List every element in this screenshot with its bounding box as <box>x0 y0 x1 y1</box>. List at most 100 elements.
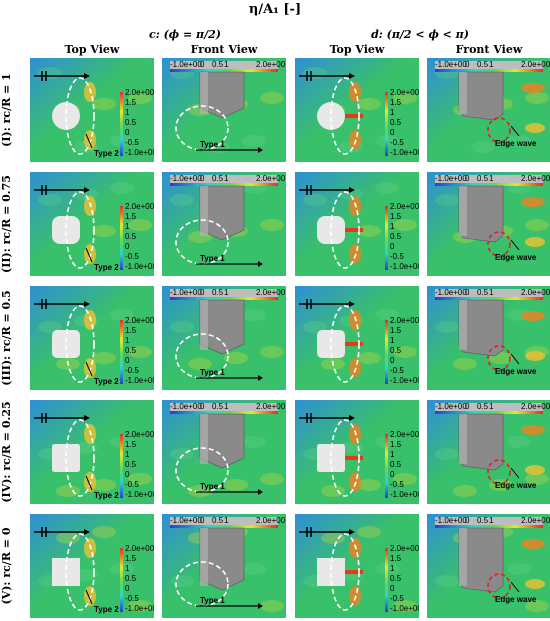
wave-patch <box>128 346 152 358</box>
colorbar-horizontal <box>435 411 543 414</box>
annotation-edge-wave: Edge wave <box>495 253 537 262</box>
colorbar-tick-label: 0 <box>390 242 395 251</box>
wave-patch <box>170 321 194 333</box>
wave-patch <box>38 194 62 206</box>
wave-hotspot <box>84 358 96 378</box>
wave-patch <box>92 526 116 538</box>
colorbar-tick-label: 0 <box>465 174 470 183</box>
colorbar-tick-label: 1 <box>390 336 395 345</box>
annotation-edge-wave: Edge wave <box>495 367 537 376</box>
colorbar-tick-label: 2.0e+00 <box>521 402 550 411</box>
colorbar-tick-label: 2.0e+00 <box>125 88 154 97</box>
wave-patch <box>224 352 248 364</box>
wave-patch <box>525 219 549 231</box>
annotation-type2: Type 2 <box>94 605 119 614</box>
colorbar-tick-label: -0.5 <box>390 252 404 261</box>
colorbar-tick-label: -1.0e+00 <box>390 604 419 613</box>
wave-hotspot <box>521 311 545 321</box>
colorbar-tick-label: 2.0e+00 <box>390 88 419 97</box>
wave-patch <box>303 194 327 206</box>
annotation-arrow <box>85 475 93 491</box>
colorbar-tick-label: 1 <box>489 402 494 411</box>
colorbar-horizontal-frame <box>170 289 278 297</box>
front-view-panel: -1.0e+00 0 0.5 1 2.0e+00 Edge wave <box>427 400 550 504</box>
dashed-highlight-ellipse <box>330 305 360 383</box>
arrow-head-icon <box>349 301 355 307</box>
colorbar-horizontal <box>170 69 278 72</box>
colorbar-tick-label: 2.0e+00 <box>125 544 154 553</box>
dashed-highlight-ellipse <box>65 419 95 497</box>
colorbar-horizontal-frame <box>170 61 278 69</box>
wave-hotspot <box>525 351 545 361</box>
colorbar-tick-label: -1.0e+00 <box>170 288 202 297</box>
cylinder-cross-section <box>52 216 80 244</box>
annotation-type1: Type 1 <box>200 482 225 491</box>
colorbar-tick-label: -0.5 <box>390 480 404 489</box>
colorbar-tick-label: 1 <box>125 222 130 231</box>
wave-patch <box>170 575 194 587</box>
dashed-edge-ellipse <box>487 231 511 257</box>
colorbar-vertical <box>385 548 388 612</box>
annotation-edge-wave: Edge wave <box>495 481 537 490</box>
top-view-panel: 2.0e+00 1.5 1 0.5 0 -0.5 -1.0e+00 <box>295 172 419 276</box>
wave-patch <box>435 321 459 333</box>
colorbar-tick-label: 1 <box>125 108 130 117</box>
arrow-head-icon <box>349 187 355 193</box>
colorbar-tick-label: 0.5 <box>477 402 489 411</box>
colorbar-tick-label: -0.5 <box>125 480 139 489</box>
annotation-type1: Type 1 <box>200 140 225 149</box>
colorbar-tick-label: 0.5 <box>125 346 137 355</box>
dashed-highlight-ellipse <box>175 105 229 151</box>
colorbar-vertical <box>120 548 123 612</box>
wave-patch <box>393 219 417 231</box>
dashed-highlight-ellipse <box>65 191 95 269</box>
colorbar-tick-label: -1.0e+00 <box>435 402 467 411</box>
front-view-panel: -1.0e+00 0 0.5 1 2.0e+00 Edge wave <box>427 514 550 618</box>
colorbar-tick-label: -0.5 <box>125 252 139 261</box>
row-label: (IV): rc/R = 0.25 <box>0 401 13 503</box>
colorbar-tick-label: 0 <box>390 584 395 593</box>
view-label-c-top: Top View <box>64 43 120 56</box>
front-view-panel: -1.0e+00 0 0.5 1 2.0e+00 Type 1 <box>162 172 286 276</box>
colorbar-tick-label: 2.0e+00 <box>521 288 550 297</box>
annotation-type2: Type 2 <box>94 263 119 272</box>
cylinder-highlight <box>459 186 467 236</box>
wave-hotspot <box>525 579 545 589</box>
wave-patch <box>110 182 134 194</box>
annotation-arrow <box>85 133 93 149</box>
wave-patch <box>321 532 345 544</box>
colorbar-tick-label: -1.0e+00 <box>125 262 154 271</box>
wave-hotspot <box>345 456 363 460</box>
colorbar-tick-label: 1.5 <box>125 440 137 449</box>
colorbar-tick-label: 0.5 <box>390 232 402 241</box>
wave-patch <box>128 92 152 104</box>
colorbar-tick-label: 0.5 <box>390 574 402 583</box>
column-heading-c: c: (ϕ = π/2) <box>149 28 221 41</box>
colorbar-vertical <box>385 434 388 498</box>
colorbar-horizontal <box>435 525 543 528</box>
colorbar-tick-label: -0.5 <box>125 366 139 375</box>
colorbar-tick-label: 2.0e+00 <box>125 316 154 325</box>
wave-patch <box>357 98 381 110</box>
colorbar-vertical <box>385 92 388 156</box>
dashed-highlight-ellipse <box>175 219 229 265</box>
colorbar-horizontal-frame <box>170 403 278 411</box>
wave-hotspot <box>345 228 363 232</box>
wave-hotspot <box>349 244 361 264</box>
view-label-c-front: Front View <box>190 43 258 56</box>
colorbar-tick-label: -1.0e+00 <box>390 148 419 157</box>
colorbar-tick-label: -1.0e+00 <box>125 490 154 499</box>
dashed-highlight-ellipse <box>330 191 360 269</box>
colorbar-tick-label: 1.5 <box>125 554 137 563</box>
colorbar-tick-label: 1.5 <box>390 554 402 563</box>
dashed-edge-ellipse <box>487 117 511 143</box>
colorbar-horizontal-frame <box>435 175 543 183</box>
dashed-highlight-ellipse <box>65 305 95 383</box>
wave-hotspot <box>84 244 96 264</box>
colorbar-tick-label: 0 <box>200 402 205 411</box>
wave-patch <box>242 309 266 321</box>
annotation-arrow <box>85 589 93 605</box>
colorbar-tick-label: 1 <box>489 174 494 183</box>
front-view-panel: -1.0e+00 0 0.5 1 2.0e+00 Type 1 <box>162 286 286 390</box>
colorbar-tick-label: 0.5 <box>477 288 489 297</box>
